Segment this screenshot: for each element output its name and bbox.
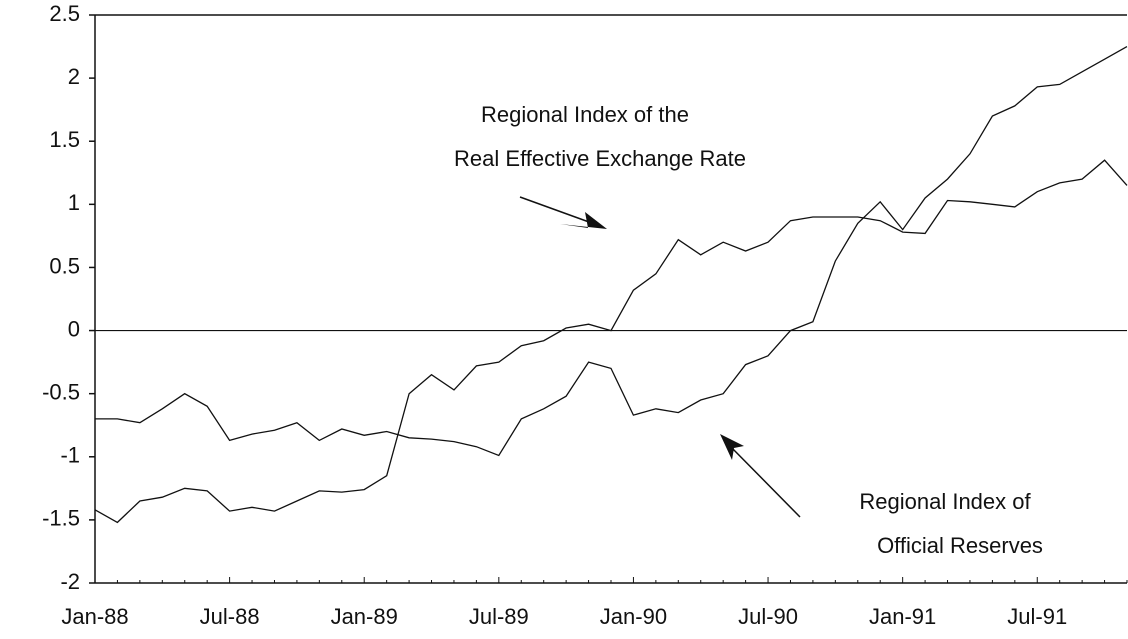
annotation: Regional Index of (859, 489, 1031, 514)
y-tick-label: -1.5 (42, 506, 80, 531)
y-tick-label: 2.5 (49, 1, 80, 26)
annotation: Real Effective Exchange Rate (454, 146, 746, 171)
y-tick-label: 1 (68, 190, 80, 215)
arrowhead (560, 212, 607, 229)
x-tick-label: Jan-90 (600, 604, 667, 629)
y-tick-label: -2 (60, 569, 80, 594)
y-tick-label: 2 (68, 64, 80, 89)
arrow (519, 196, 601, 227)
x-tick-label: Jul-90 (738, 604, 798, 629)
x-tick-label: Jul-88 (200, 604, 260, 629)
y-tick-label: 1.5 (49, 127, 80, 152)
y-tick-label: -1 (60, 443, 80, 468)
arrowhead (720, 434, 744, 460)
y-tick-label: 0 (68, 316, 80, 341)
x-tick-label: Jul-91 (1007, 604, 1067, 629)
series-line (95, 46, 1128, 457)
x-tick-label: Jan-88 (61, 604, 128, 629)
series-line (94, 159, 1128, 524)
y-tick-label: -0.5 (42, 379, 80, 404)
annotation: Regional Index of the (481, 102, 689, 127)
annotation: Official Reserves (877, 533, 1043, 558)
y-tick-label: 0.5 (49, 253, 80, 278)
arrow (727, 443, 801, 518)
x-tick-label: Jan-91 (869, 604, 936, 629)
x-tick-label: Jul-89 (469, 604, 529, 629)
x-tick-label: Jan-89 (331, 604, 398, 629)
